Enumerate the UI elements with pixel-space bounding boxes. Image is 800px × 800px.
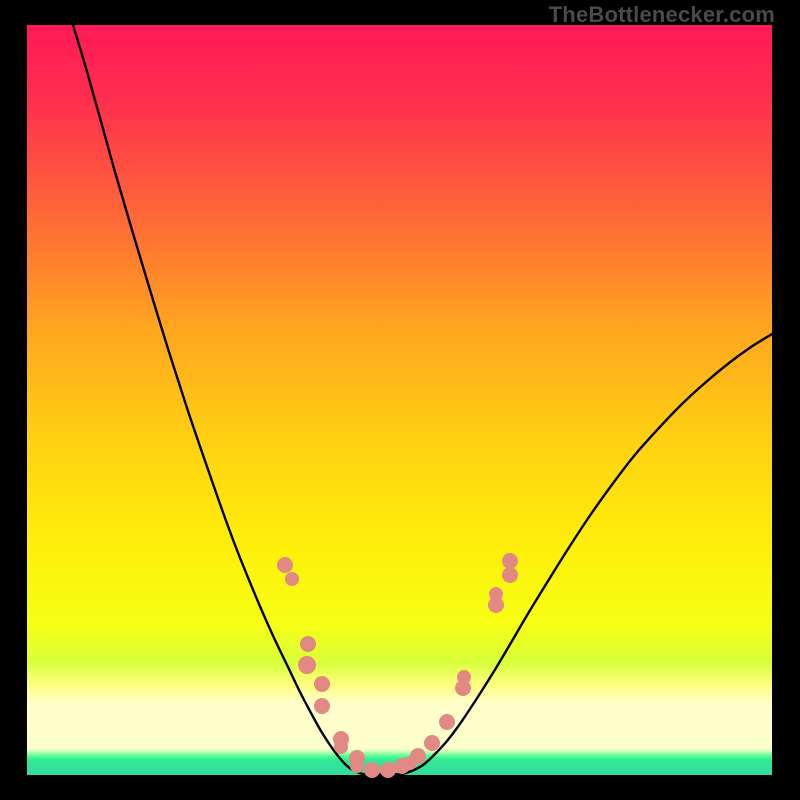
data-marker [350, 759, 364, 773]
chart-root: TheBottlenecker.com [0, 0, 800, 800]
data-marker [298, 656, 316, 674]
data-marker [489, 587, 503, 601]
plot-area [27, 25, 772, 775]
bottleneck-curve [73, 25, 772, 775]
data-marker [334, 740, 348, 754]
data-marker [502, 567, 518, 583]
data-marker [410, 748, 426, 764]
data-marker [457, 670, 471, 684]
data-marker [300, 636, 316, 652]
data-marker [285, 572, 299, 586]
curve-layer [27, 25, 772, 775]
data-marker [502, 553, 518, 569]
data-marker [424, 735, 440, 751]
data-marker [364, 762, 380, 778]
data-marker [277, 557, 293, 573]
watermark-text: TheBottlenecker.com [549, 2, 775, 28]
data-marker [314, 676, 330, 692]
data-marker [314, 698, 330, 714]
data-marker [439, 714, 455, 730]
